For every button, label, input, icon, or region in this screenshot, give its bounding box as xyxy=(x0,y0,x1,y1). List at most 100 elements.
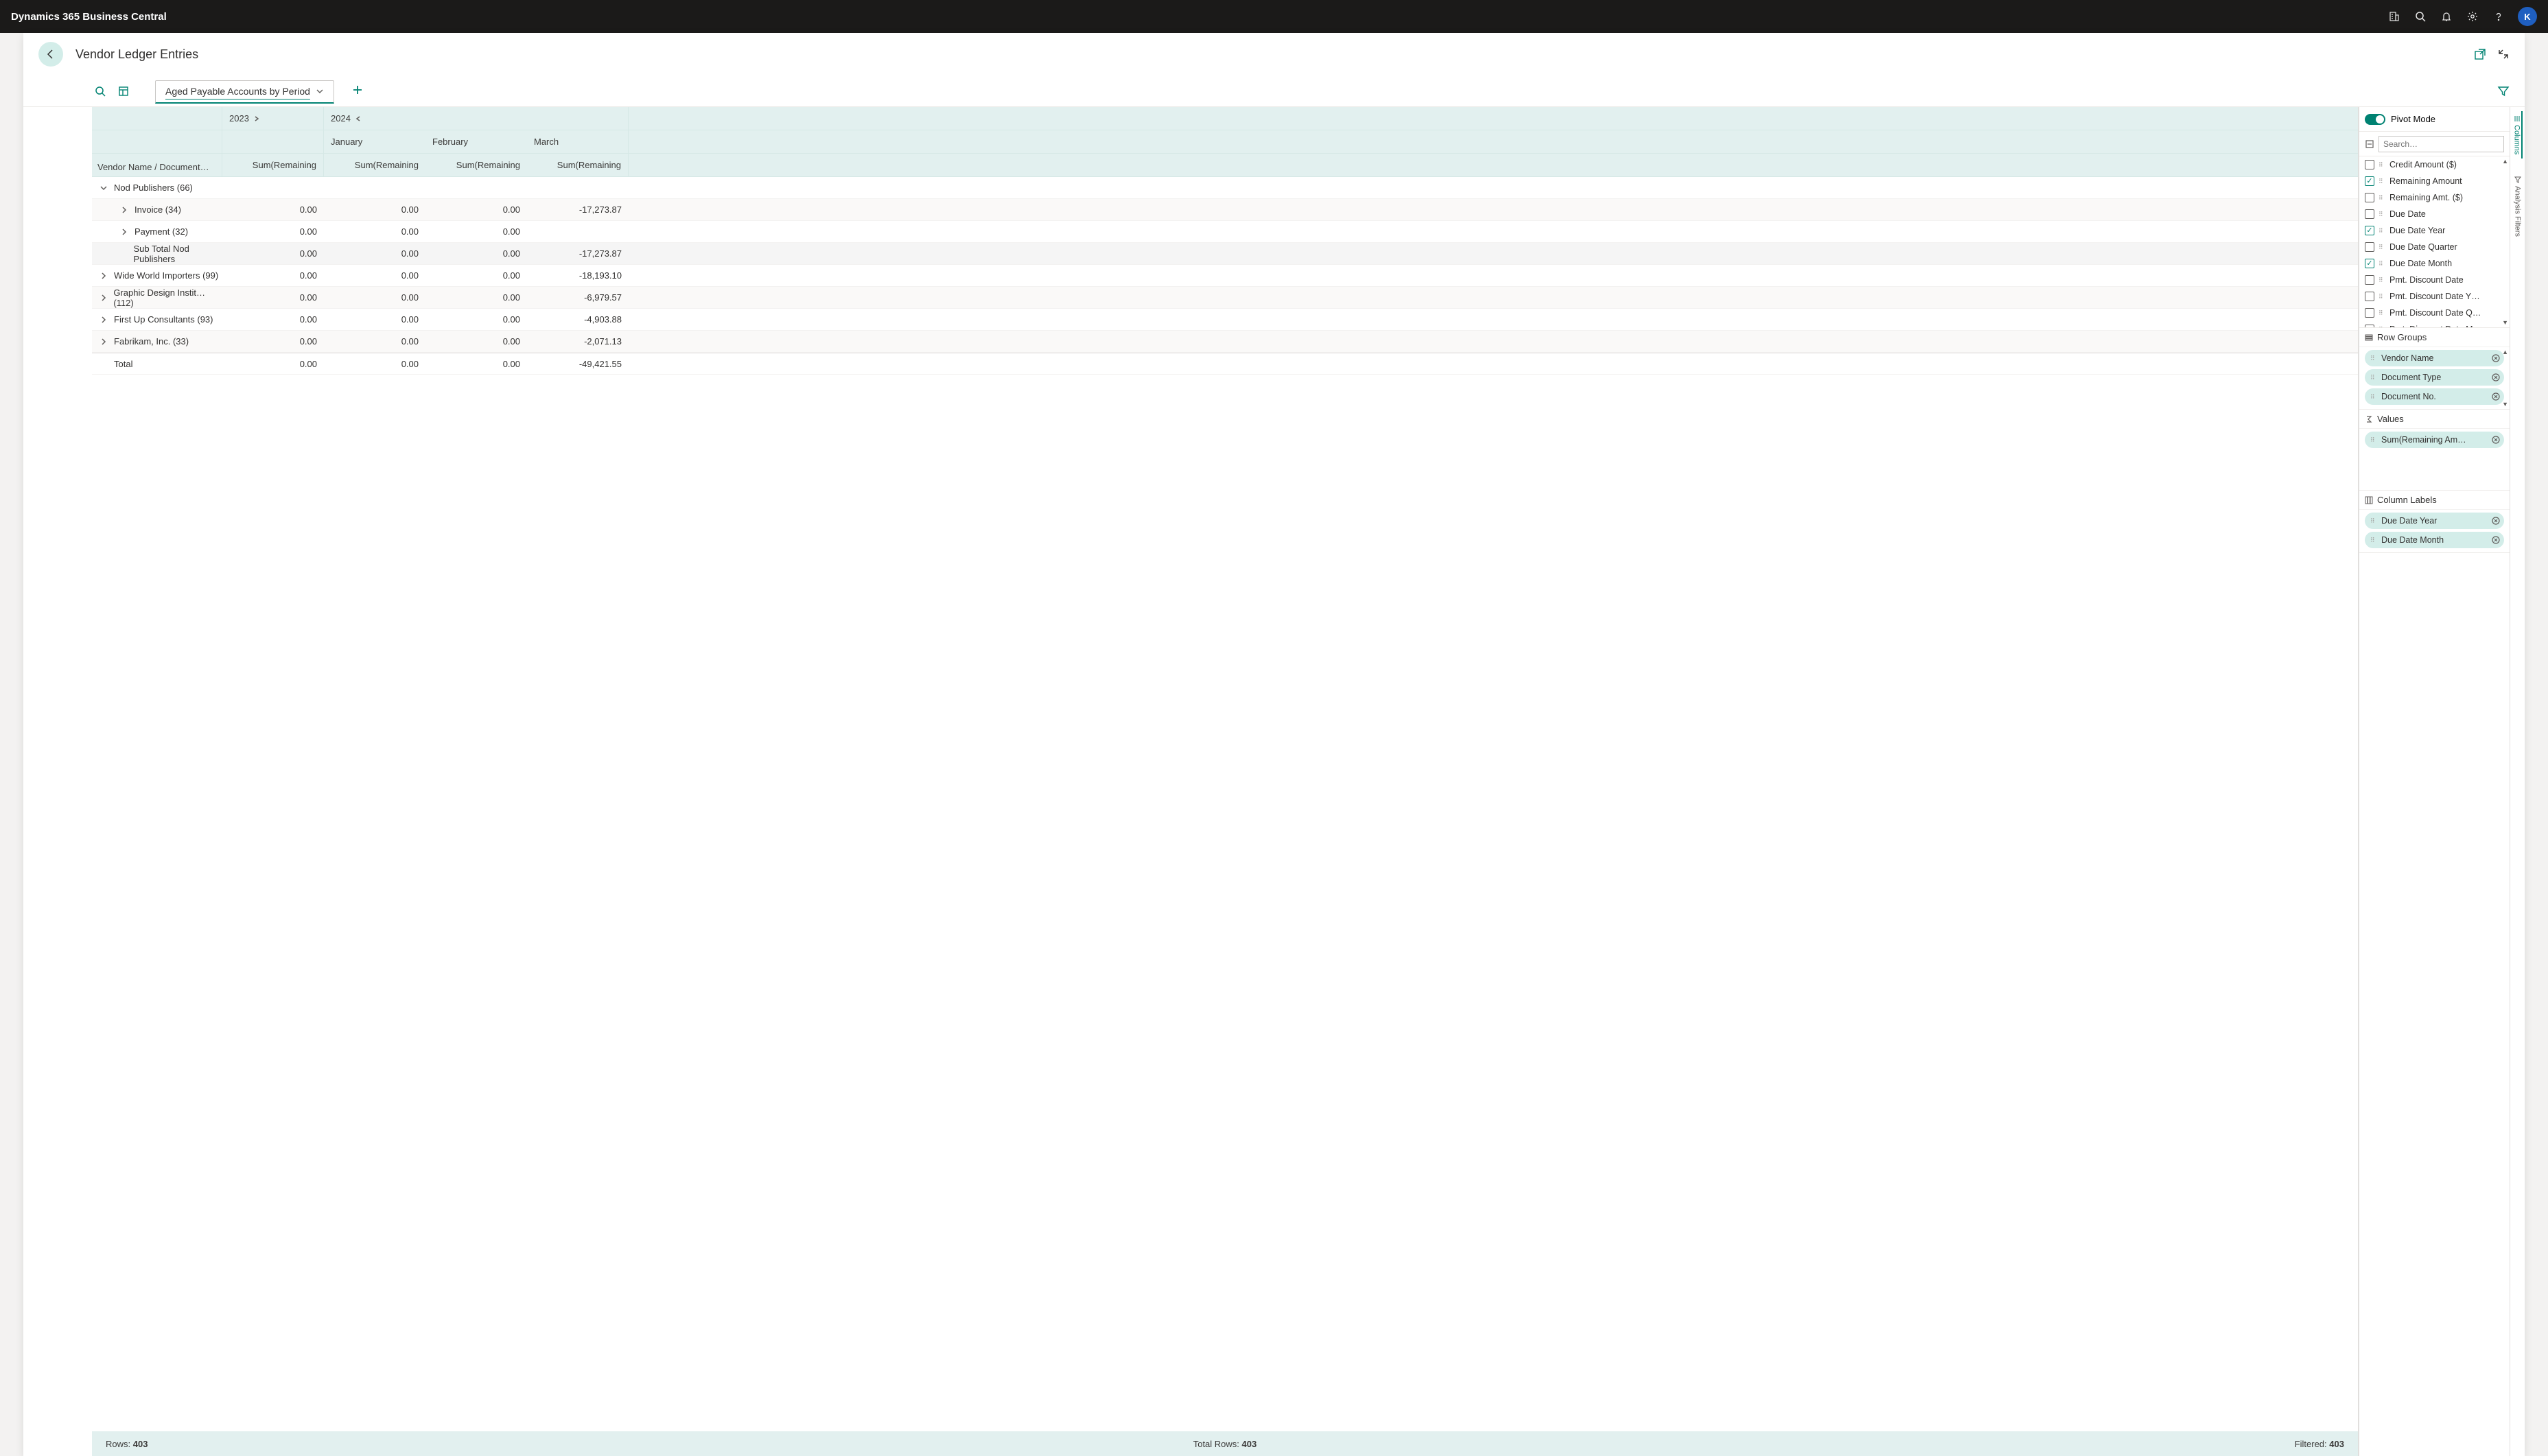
chip[interactable]: ⠿Document No. xyxy=(2365,388,2504,405)
drag-handle-icon[interactable]: ⠿ xyxy=(2378,195,2385,201)
field-checkbox[interactable] xyxy=(2365,160,2374,169)
field-item[interactable]: ⠿Pmt. Discount Date Q… xyxy=(2359,305,2510,321)
field-checkbox[interactable] xyxy=(2365,226,2374,235)
remove-chip-icon[interactable] xyxy=(2492,517,2500,525)
table-row[interactable]: Nod Publishers (66) xyxy=(92,177,2358,199)
field-item[interactable]: ⠿Pmt. Discount Date xyxy=(2359,272,2510,288)
table-row[interactable]: Payment (32)0.000.000.00 xyxy=(92,221,2358,243)
field-checkbox[interactable] xyxy=(2365,292,2374,301)
field-checkbox[interactable] xyxy=(2365,325,2374,328)
field-item[interactable]: ⠿Remaining Amount xyxy=(2359,173,2510,189)
field-checkbox[interactable] xyxy=(2365,259,2374,268)
field-checkbox[interactable] xyxy=(2365,242,2374,252)
field-item[interactable]: ⠿Pmt. Discount Date Y… xyxy=(2359,288,2510,305)
drag-handle-icon[interactable]: ⠿ xyxy=(2378,327,2385,329)
avatar[interactable]: K xyxy=(2518,7,2537,26)
field-checkbox[interactable] xyxy=(2365,209,2374,219)
help-icon[interactable] xyxy=(2492,10,2505,23)
table-row[interactable]: Sub Total Nod Publishers0.000.000.00-17,… xyxy=(92,243,2358,265)
chip[interactable]: ⠿Due Date Year xyxy=(2365,513,2504,529)
expand-icon[interactable] xyxy=(99,183,108,193)
table-row[interactable]: Graphic Design Instit… (112)0.000.000.00… xyxy=(92,287,2358,309)
remove-chip-icon[interactable] xyxy=(2492,373,2500,381)
drag-handle-icon[interactable]: ⠿ xyxy=(2378,294,2385,300)
drag-handle-icon[interactable]: ⠿ xyxy=(2370,355,2377,362)
measure-header[interactable]: Sum(Remaining xyxy=(527,154,629,176)
month-header[interactable]: March xyxy=(527,130,629,153)
expand-icon[interactable] xyxy=(119,205,129,215)
table-row[interactable]: Total0.000.000.00-49,421.55 xyxy=(92,353,2358,375)
drag-handle-icon[interactable]: ⠿ xyxy=(2378,162,2385,168)
remove-chip-icon[interactable] xyxy=(2492,354,2500,362)
back-button[interactable] xyxy=(38,42,63,67)
expand-icon[interactable] xyxy=(99,271,108,281)
expand-icon[interactable] xyxy=(99,337,108,347)
chip[interactable]: ⠿Due Date Month xyxy=(2365,532,2504,548)
drag-handle-icon[interactable]: ⠿ xyxy=(2370,518,2377,524)
drag-handle-icon[interactable]: ⠿ xyxy=(2378,228,2385,234)
field-item[interactable]: ⠿Due Date xyxy=(2359,206,2510,222)
pivot-mode-toggle[interactable] xyxy=(2365,114,2385,125)
field-checkbox[interactable] xyxy=(2365,193,2374,202)
field-checkbox[interactable] xyxy=(2365,176,2374,186)
gear-icon[interactable] xyxy=(2466,10,2479,23)
month-header[interactable] xyxy=(222,130,324,153)
drag-handle-icon[interactable]: ⠿ xyxy=(2378,261,2385,267)
scroll-down-icon[interactable]: ▼ xyxy=(2502,319,2508,326)
field-item[interactable]: ⠿Due Date Year xyxy=(2359,222,2510,239)
filter-icon[interactable] xyxy=(2497,85,2510,97)
bell-icon[interactable] xyxy=(2440,10,2453,23)
field-item[interactable]: ⠿Remaining Amt. ($) xyxy=(2359,189,2510,206)
measure-header[interactable]: Sum(Remaining xyxy=(324,154,425,176)
pivot-search-input[interactable] xyxy=(2378,136,2504,152)
analysis-tab[interactable]: Aged Payable Accounts by Period xyxy=(155,80,334,104)
scroll-up-icon[interactable]: ▲ xyxy=(2502,158,2508,165)
search-icon[interactable] xyxy=(2413,10,2427,23)
table-row[interactable]: Fabrikam, Inc. (33)0.000.000.00-2,071.13 xyxy=(92,331,2358,353)
drag-handle-icon[interactable]: ⠿ xyxy=(2378,244,2385,250)
drag-handle-icon[interactable]: ⠿ xyxy=(2378,178,2385,185)
field-checkbox[interactable] xyxy=(2365,275,2374,285)
analysis-mode-icon[interactable] xyxy=(118,86,129,97)
collapse-icon[interactable] xyxy=(2497,48,2510,60)
remove-chip-icon[interactable] xyxy=(2492,536,2500,544)
minus-icon[interactable] xyxy=(2365,139,2374,149)
chip[interactable]: ⠿Document Type xyxy=(2365,369,2504,386)
expand-icon[interactable] xyxy=(99,293,108,303)
field-item[interactable]: ⠿Credit Amount ($) xyxy=(2359,156,2510,173)
remove-chip-icon[interactable] xyxy=(2492,436,2500,444)
scroll-down-icon[interactable]: ▼ xyxy=(2502,401,2508,408)
year-header[interactable]: 2024 xyxy=(324,107,629,130)
field-item[interactable]: ⠿Due Date Quarter xyxy=(2359,239,2510,255)
month-header[interactable]: January xyxy=(324,130,425,153)
field-checkbox[interactable] xyxy=(2365,308,2374,318)
month-header[interactable]: February xyxy=(425,130,527,153)
chip[interactable]: ⠿Vendor Name xyxy=(2365,350,2504,366)
field-item[interactable]: ⠿Due Date Month xyxy=(2359,255,2510,272)
drag-handle-icon[interactable]: ⠿ xyxy=(2370,437,2377,443)
table-row[interactable]: First Up Consultants (93)0.000.000.00-4,… xyxy=(92,309,2358,331)
remove-chip-icon[interactable] xyxy=(2492,392,2500,401)
first-column-header[interactable]: Vendor Name / Document… xyxy=(92,154,222,176)
popout-icon[interactable] xyxy=(2474,48,2486,60)
drag-handle-icon[interactable]: ⠿ xyxy=(2370,537,2377,543)
chip[interactable]: ⠿Sum(Remaining Am… xyxy=(2365,432,2504,448)
drag-handle-icon[interactable]: ⠿ xyxy=(2378,211,2385,218)
add-tab-button[interactable] xyxy=(352,84,366,98)
vtab-analysis-filters[interactable]: Analysis Filters xyxy=(2514,172,2522,241)
vtab-columns[interactable]: Columns xyxy=(2513,111,2523,158)
measure-header[interactable]: Sum(Remaining xyxy=(425,154,527,176)
scroll-up-icon[interactable]: ▲ xyxy=(2502,349,2508,355)
company-icon[interactable] xyxy=(2387,10,2401,23)
drag-handle-icon[interactable]: ⠿ xyxy=(2378,277,2385,283)
table-row[interactable]: Wide World Importers (99)0.000.000.00-18… xyxy=(92,265,2358,287)
search-analysis-icon[interactable] xyxy=(95,86,106,97)
drag-handle-icon[interactable]: ⠿ xyxy=(2370,375,2377,381)
year-header[interactable]: 2023 xyxy=(222,107,324,130)
table-row[interactable]: Invoice (34)0.000.000.00-17,273.87 xyxy=(92,199,2358,221)
drag-handle-icon[interactable]: ⠿ xyxy=(2378,310,2385,316)
field-item[interactable]: ⠿Pmt. Discount Date M… xyxy=(2359,321,2510,328)
expand-icon[interactable] xyxy=(119,227,129,237)
measure-header[interactable]: Sum(Remaining xyxy=(222,154,324,176)
expand-icon[interactable] xyxy=(99,315,108,325)
